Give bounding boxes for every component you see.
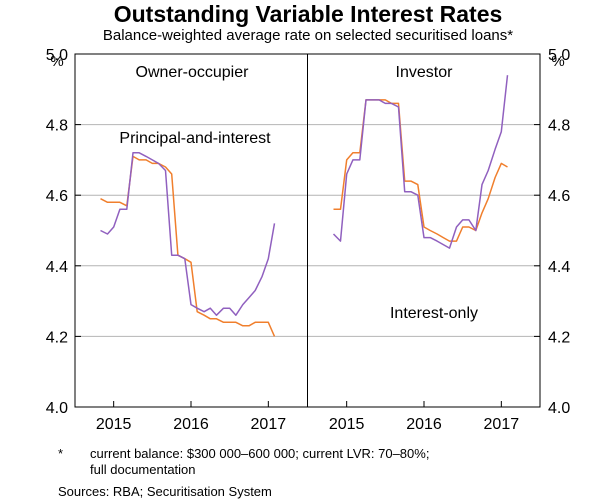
series-line-owner-occupier-interest-only: [100, 152, 276, 316]
y-tick-label-right-4-6: 4.6: [548, 188, 570, 205]
series-line-investor-interest-only: [332, 75, 509, 249]
y-unit-label-right: %: [551, 53, 564, 70]
y-tick-label-left-5: 5.0: [46, 47, 68, 64]
x-tick-label-investor-2015: 2015: [329, 416, 365, 433]
series-lines: [100, 75, 509, 337]
y-unit-label-left: %: [50, 53, 63, 70]
y-tick-label-right-5: 5.0: [548, 47, 570, 64]
panel-title-investor: Investor: [396, 64, 454, 81]
series-line-owner-occupier-principal-and-interest: [100, 155, 276, 337]
x-tick-label-investor-2017: 2017: [484, 416, 520, 433]
y-tick-label-left-4-4: 4.4: [46, 259, 68, 276]
y-tick-label-left-4-6: 4.6: [46, 188, 68, 205]
annotation-principal-and-interest: Principal-and-interest: [119, 130, 271, 147]
panel-title-owner-occupier: Owner-occupier: [136, 64, 250, 81]
y-tick-label-right-4-2: 4.2: [548, 329, 570, 346]
y-tick-label-left-4-2: 4.2: [46, 329, 68, 346]
footnote-text: current balance: $300 000–600 000; curre…: [90, 446, 510, 478]
axis-ticks: [75, 53, 540, 408]
chart-subtitle: Balance-weighted average rate on selecte…: [102, 27, 514, 44]
footnote-marker: *: [58, 446, 64, 461]
y-tick-label-right-4-4: 4.4: [548, 259, 570, 276]
annotation-interest-only: Interest-only: [390, 305, 478, 322]
x-tick-label-investor-2016: 2016: [406, 416, 442, 433]
y-tick-label-right-4-8: 4.8: [548, 118, 570, 135]
series-line-investor-principal-and-interest: [333, 99, 508, 242]
axis-labels: 2015 2016 2017 4.0 4.2 4.4 4.6 4.8 5.0 2015 2016 20…: [46, 47, 571, 433]
footnote-line-2: full documentation: [90, 462, 196, 477]
x-tick-label-owner-occupier-2015: 2015: [96, 416, 132, 433]
x-tick-label-owner-occupier-2017: 2017: [251, 416, 287, 433]
chart-title: Outstanding Variable Interest Rates: [113, 1, 503, 27]
y-tick-label-left-4-8: 4.8: [46, 118, 68, 135]
footnote-line-1: current balance: $300 000–600 000; curre…: [90, 446, 430, 461]
y-tick-label-left-4: 4.0: [46, 400, 68, 417]
x-tick-label-owner-occupier-2016: 2016: [173, 416, 209, 433]
sources-note: Sources: RBA; Securitisation System: [58, 484, 272, 499]
y-tick-label-right-4: 4.0: [548, 400, 570, 417]
